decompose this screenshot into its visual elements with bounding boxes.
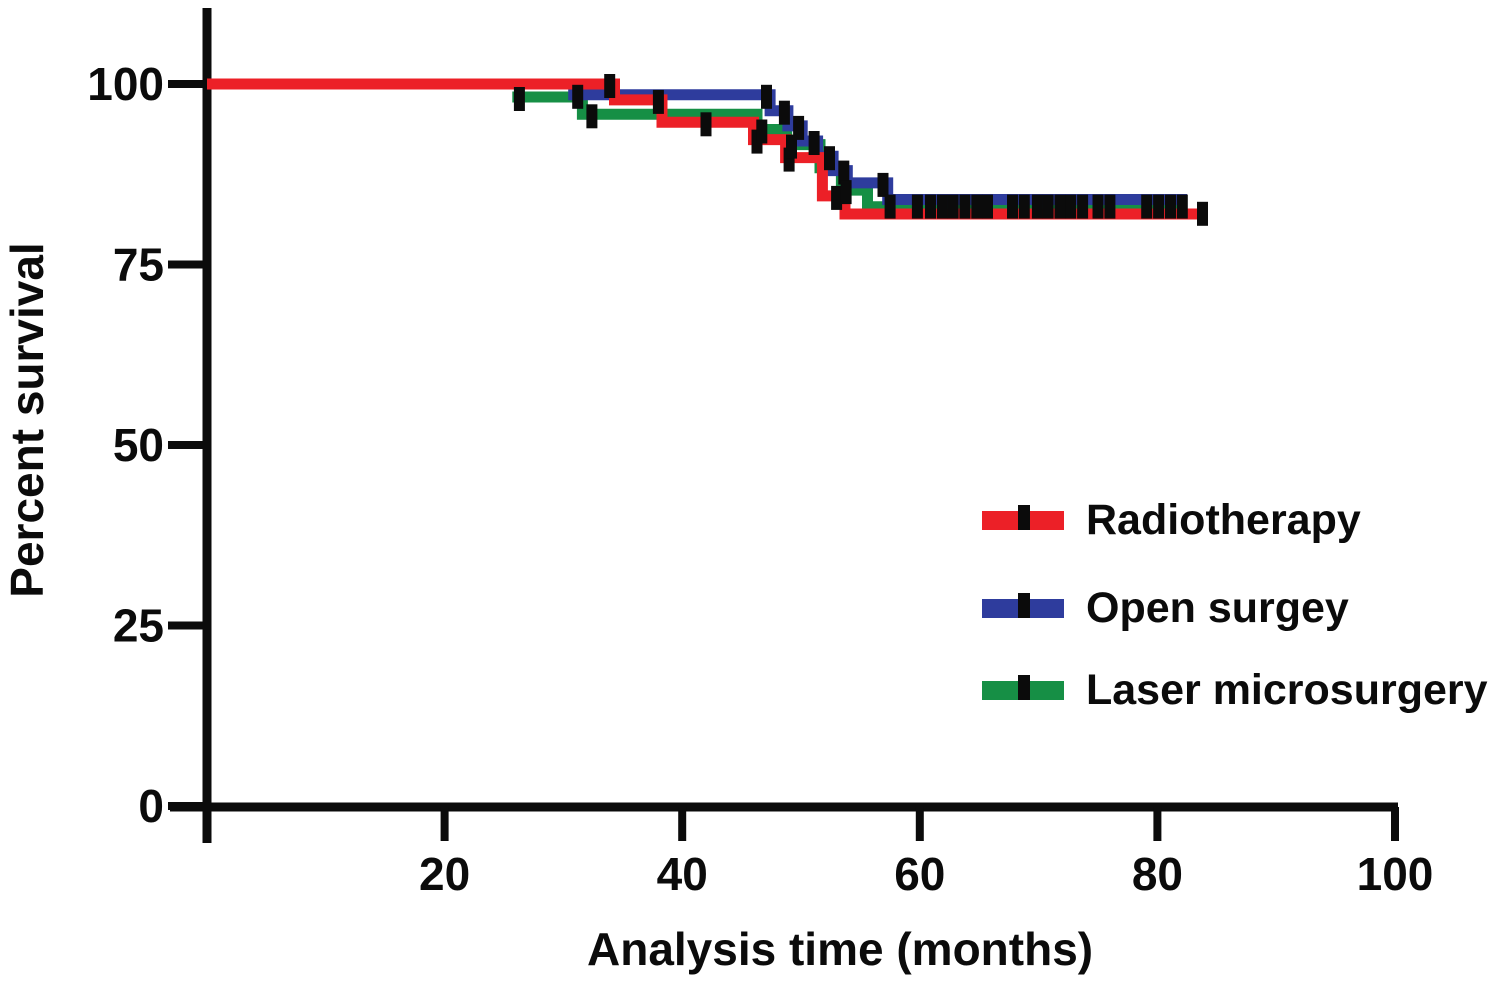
censor-tick-icon (1018, 592, 1030, 618)
censor-mark-open-surgey (959, 194, 971, 219)
censor-mark-radiotherapy (831, 185, 843, 210)
censor-mark-open-surgey (971, 194, 983, 219)
censor-mark-open-surgey (808, 131, 820, 155)
x-tick-label: 100 (1357, 848, 1434, 900)
censor-mark-laser-microsurgery (756, 119, 768, 144)
censor-mark-open-surgey (1176, 194, 1188, 219)
censor-mark-open-surgey (1153, 194, 1165, 219)
censor-mark-radiotherapy (1197, 201, 1208, 226)
legend-label-open-surgery: Open surgey (1086, 584, 1349, 632)
legend-item-radiotherapy: Radiotherapy (982, 496, 1361, 544)
censor-mark-open-surgey (1007, 194, 1018, 219)
censor-tick-icon (1018, 504, 1030, 530)
legend-marker-open-surgery (982, 592, 1064, 618)
censor-mark-open-surgey (947, 194, 959, 219)
censor-mark-laser-microsurgery (586, 104, 598, 129)
legend-item-open-surgery: Open surgey (982, 584, 1349, 632)
legend-marker-radiotherapy (982, 504, 1064, 530)
censor-mark-radiotherapy (700, 112, 712, 137)
legend-marker-laser-microsurgery (982, 674, 1064, 700)
y-tick-label: 25 (113, 600, 164, 652)
censor-mark-open-surgey (1054, 194, 1066, 219)
censor-mark-open-surgey (982, 194, 993, 219)
censor-mark-laser-microsurgery (513, 87, 525, 111)
censor-mark-radiotherapy (783, 147, 795, 172)
censor-mark-open-surgey (884, 194, 896, 219)
censor-mark-open-surgey (936, 194, 948, 219)
censor-mark-open-surgey (824, 146, 835, 171)
censor-mark-open-surgey (1031, 194, 1043, 219)
censor-mark-laser-microsurgery (840, 180, 852, 205)
censor-mark-open-surgey (1104, 194, 1116, 219)
censor-mark-open-surgey (877, 172, 889, 197)
x-axis-title: Analysis time (months) (587, 923, 1094, 975)
censor-mark-open-surgey (1141, 194, 1153, 219)
legend-label-radiotherapy: Radiotherapy (1086, 496, 1361, 544)
censor-tick-icon (1018, 674, 1030, 700)
censor-mark-open-surgey (911, 194, 923, 219)
censor-mark-open-surgey (1077, 194, 1089, 219)
censor-mark-open-surgey (1065, 194, 1077, 219)
censor-mark-open-surgey (793, 115, 805, 140)
censor-mark-open-surgey (925, 194, 936, 219)
x-tick-label: 80 (1132, 848, 1183, 900)
y-tick-label: 50 (113, 419, 164, 471)
censor-mark-open-surgey (1165, 194, 1176, 219)
censor-mark-open-surgey (572, 84, 584, 109)
y-tick-label: 0 (138, 780, 164, 832)
legend-label-laser-microsurgery: Laser microsurgery (1086, 666, 1488, 714)
y-tick-label: 100 (87, 58, 164, 110)
legend-item-laser-microsurgery: Laser microsurgery (982, 666, 1488, 714)
censor-mark-open-surgey (1018, 194, 1030, 219)
x-tick-label: 40 (657, 848, 708, 900)
y-tick-label: 75 (113, 239, 164, 291)
censor-mark-open-surgey (761, 84, 772, 109)
censor-mark-laser-microsurgery (786, 134, 797, 159)
censor-mark-radiotherapy (604, 74, 616, 98)
censor-mark-open-surgey (838, 160, 850, 185)
x-tick-label: 60 (894, 848, 945, 900)
censor-mark-radiotherapy (652, 89, 664, 114)
x-tick-label: 20 (419, 848, 470, 900)
y-axis-title: Percent survival (1, 242, 53, 598)
censor-mark-open-surgey (778, 100, 790, 125)
censor-mark-open-surgey (1092, 194, 1104, 219)
censor-mark-open-surgey (1042, 194, 1054, 219)
